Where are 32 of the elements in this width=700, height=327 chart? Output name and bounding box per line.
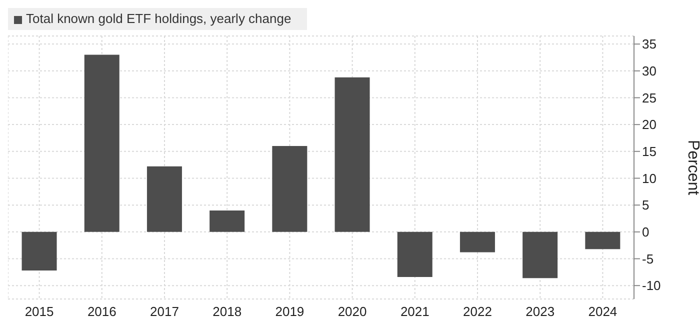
x-tick-label: 2015 bbox=[24, 304, 54, 320]
y-tick-label: 20 bbox=[642, 117, 656, 132]
x-tick-label: 2020 bbox=[338, 304, 367, 320]
x-tick-label: 2024 bbox=[588, 304, 618, 320]
y-tick-label: 0 bbox=[642, 224, 650, 240]
bar bbox=[522, 232, 558, 278]
y-tick-label: 35 bbox=[642, 36, 656, 52]
bar bbox=[272, 146, 308, 232]
y-tick-label: 10 bbox=[642, 170, 656, 186]
bar bbox=[334, 77, 370, 232]
bar bbox=[460, 232, 495, 252]
x-tick-label: 2018 bbox=[212, 304, 242, 320]
y-tick-label: 5 bbox=[642, 198, 650, 213]
y-tick-label: -5 bbox=[642, 251, 654, 266]
bar bbox=[397, 232, 432, 277]
bar bbox=[22, 232, 57, 271]
x-tick-label: 2023 bbox=[526, 304, 555, 320]
y-tick-label: -10 bbox=[642, 278, 661, 294]
y-tick-label: 15 bbox=[642, 144, 656, 160]
x-tick-label: 2017 bbox=[150, 304, 179, 320]
y-tick-label: 25 bbox=[642, 90, 656, 106]
bar bbox=[585, 232, 620, 250]
x-tick-label: 2021 bbox=[400, 304, 430, 320]
x-tick-label: 2019 bbox=[275, 304, 304, 320]
bar bbox=[210, 210, 245, 232]
legend-label: Total known gold ETF holdings, yearly change bbox=[26, 11, 292, 26]
y-axis-title: Percent bbox=[684, 140, 700, 196]
y-tick-label: 30 bbox=[642, 64, 656, 79]
x-tick-label: 2022 bbox=[463, 304, 492, 320]
bar bbox=[84, 54, 120, 232]
x-tick-label: 2016 bbox=[87, 304, 116, 320]
bar bbox=[146, 166, 182, 232]
